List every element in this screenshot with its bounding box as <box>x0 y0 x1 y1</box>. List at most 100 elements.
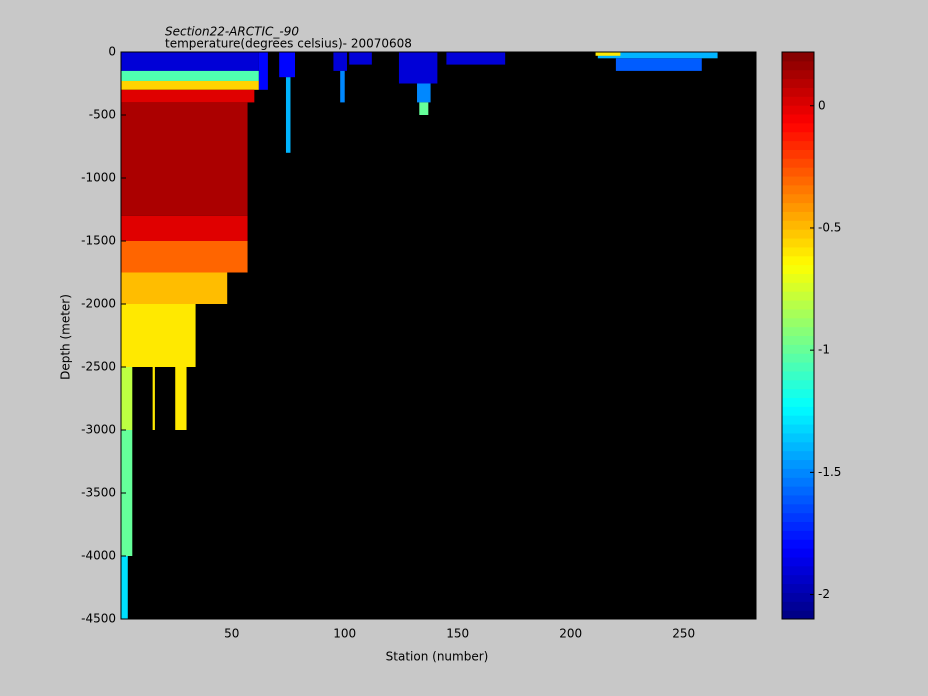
colorbar-swatch <box>782 317 814 328</box>
colorbar-swatch <box>782 184 814 195</box>
heat-cell <box>340 70 345 103</box>
colorbar-swatch <box>782 397 814 407</box>
colorbar-tick-label: -2 <box>818 587 830 601</box>
heat-cell <box>417 83 431 103</box>
y-tick-label: -4500 <box>81 612 116 626</box>
heat-cell <box>121 89 255 103</box>
x-axis-label: Station (number) <box>386 650 489 664</box>
colorbar-swatch <box>782 565 814 576</box>
heat-cell <box>121 52 259 71</box>
colorbar-swatch <box>782 362 814 372</box>
colorbar-swatch <box>782 530 814 540</box>
colorbar-swatch <box>782 512 814 523</box>
y-tick-label: -500 <box>89 108 116 122</box>
y-tick-label: -3500 <box>81 486 116 500</box>
y-tick-label: -1500 <box>81 234 116 248</box>
y-tick-label: -1000 <box>81 171 116 185</box>
colorbar-swatch <box>782 406 814 416</box>
heat-cell <box>285 77 291 153</box>
y-tick-label: -4000 <box>81 549 116 563</box>
colorbar-swatch <box>782 601 814 611</box>
colorbar-swatch <box>782 459 814 469</box>
colorbar-swatch <box>782 548 814 558</box>
colorbar-swatch <box>782 229 814 239</box>
colorbar-swatch <box>782 344 814 354</box>
colorbar-swatch <box>782 583 814 593</box>
colorbar-swatch <box>782 131 814 142</box>
colorbar-swatch <box>782 246 814 257</box>
colorbar-swatch <box>782 149 814 159</box>
colorbar-swatch <box>782 592 814 602</box>
colorbar-swatch <box>782 96 814 106</box>
colorbar-swatch <box>782 238 814 248</box>
heat-cell <box>446 52 506 65</box>
colorbar-swatch <box>782 202 814 212</box>
heat-cell <box>121 367 133 430</box>
heat-cell <box>279 52 296 78</box>
colorbar-swatch <box>782 415 814 425</box>
colorbar-tick-label: -0.5 <box>818 220 841 234</box>
heat-cell <box>419 102 429 115</box>
heat-cell <box>152 367 155 430</box>
colorbar-swatch <box>782 114 814 124</box>
x-tick-label: 100 <box>333 627 356 641</box>
x-tick-label: 250 <box>672 627 695 641</box>
colorbar-swatch <box>782 308 814 319</box>
colorbar-swatch <box>782 87 814 97</box>
heat-cell <box>398 52 438 84</box>
colorbar-swatch <box>782 69 814 80</box>
colorbar-swatch <box>782 379 814 390</box>
heat-cell <box>595 52 621 56</box>
colorbar-swatch <box>782 610 814 620</box>
heat-cell <box>121 304 196 367</box>
heat-cell <box>333 52 347 71</box>
colorbar-swatch <box>782 78 814 88</box>
colorbar-swatch <box>782 432 814 443</box>
y-tick-label: -3000 <box>81 423 116 437</box>
colorbar-swatch <box>782 220 814 230</box>
colorbar-swatch <box>782 494 814 505</box>
colorbar-swatch <box>782 468 814 478</box>
y-tick-label: -2500 <box>81 360 116 374</box>
colorbar-swatch <box>782 388 814 399</box>
heat-cell <box>121 556 128 619</box>
colorbar-swatch <box>782 477 814 487</box>
heat-cell <box>121 272 228 304</box>
colorbar-swatch <box>782 264 814 274</box>
colorbar-swatch <box>782 122 814 133</box>
colorbar-swatch <box>782 60 814 71</box>
colorbar-swatch <box>782 486 814 496</box>
colorbar-swatch <box>782 105 814 115</box>
colorbar-swatch <box>782 255 814 266</box>
colorbar-swatch <box>782 211 814 221</box>
colorbar-swatch <box>782 353 814 363</box>
colorbar-tick-label: -1.5 <box>818 465 841 479</box>
colorbar-swatch <box>782 424 814 434</box>
heat-cell <box>121 430 133 556</box>
colorbar-swatch <box>782 193 814 204</box>
heat-cell <box>121 215 248 241</box>
colorbar-swatch <box>782 167 814 177</box>
colorbar-swatch <box>782 574 814 585</box>
x-tick-label: 200 <box>559 627 582 641</box>
colorbar-swatch <box>782 503 814 514</box>
colorbar-swatch <box>782 291 814 301</box>
heat-cell <box>175 367 187 430</box>
y-tick-label: 0 <box>108 45 116 59</box>
chart-title: Section22-ARCTIC_-90 <box>165 25 299 39</box>
heat-cell <box>121 102 248 216</box>
heat-cell <box>615 58 702 71</box>
colorbar-swatch <box>782 539 814 549</box>
colorbar-swatch <box>782 556 814 567</box>
colorbar-frame <box>781 51 815 620</box>
colorbar-tick-label: 0 <box>818 98 826 112</box>
chart-subtitle: temperature(degrees celsius)- 20070608 <box>165 37 412 51</box>
heat-cell <box>597 52 718 59</box>
heat-cell <box>121 80 259 90</box>
y-axis-label: Depth (meter) <box>59 294 73 380</box>
colorbar-swatch <box>782 176 814 186</box>
y-tick-label: -2000 <box>81 297 116 311</box>
colorbar-swatch <box>782 282 814 292</box>
colorbar-swatch <box>782 300 814 310</box>
